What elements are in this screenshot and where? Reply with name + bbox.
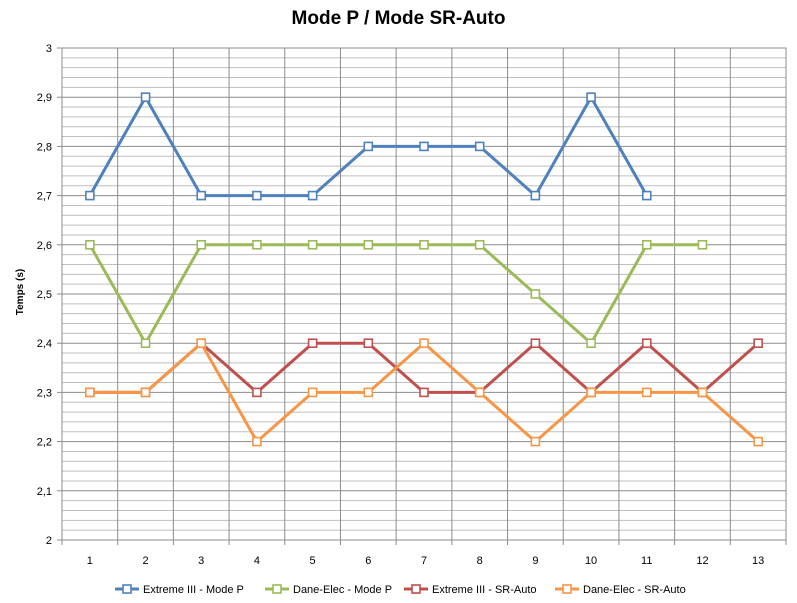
- y-tick-label: 2,6: [37, 240, 52, 252]
- data-point-marker: [419, 387, 429, 398]
- data-point-marker: [307, 190, 318, 201]
- data-point-marker: [196, 338, 207, 349]
- data-point-marker: [697, 240, 708, 250]
- data-point-marker: [530, 436, 541, 447]
- x-tick-label: 5: [310, 555, 316, 567]
- x-tick-label: 2: [142, 555, 148, 567]
- y-tick-label: 2,1: [37, 486, 52, 498]
- y-tick-label: 2,5: [37, 289, 52, 301]
- legend-marker: [562, 584, 572, 594]
- data-point-marker: [85, 240, 95, 250]
- data-point-marker: [140, 92, 151, 102]
- data-point-marker: [363, 240, 374, 250]
- x-tick-label: 12: [696, 555, 708, 567]
- chart-title: Mode P / Mode SR-Auto: [291, 8, 506, 29]
- data-point-marker: [307, 240, 318, 250]
- y-tick-labels: 2 2,1 2,2 2,3 2,4 2,5 2,6 2,7 2,8 2,9 3: [37, 43, 52, 547]
- legend-label: Extreme III - SR-Auto: [432, 584, 537, 596]
- data-point-marker: [586, 338, 596, 349]
- series-line: [88, 243, 704, 345]
- x-tick-label: 10: [585, 555, 597, 567]
- data-point-marker: [363, 141, 374, 152]
- series-2: [85, 240, 708, 349]
- data-point-marker: [252, 190, 262, 201]
- data-point-marker: [252, 387, 262, 398]
- data-point-marker: [530, 289, 541, 299]
- data-point-marker: [530, 338, 541, 349]
- data-point-marker: [196, 190, 207, 201]
- data-point-marker: [85, 387, 95, 398]
- series-line: [88, 341, 760, 394]
- legend-item: Dane-Elec - SR-Auto: [555, 584, 686, 596]
- data-point-marker: [196, 240, 207, 250]
- y-tick-label: 3: [46, 43, 52, 55]
- legend-item: Dane-Elec - Mode P: [265, 584, 392, 596]
- legend-marker: [272, 584, 282, 594]
- data-point-marker: [363, 338, 374, 349]
- legend-label: Dane-Elec - SR-Auto: [583, 584, 686, 596]
- data-point-marker: [307, 387, 318, 398]
- data-point-marker: [641, 338, 652, 349]
- x-tick-label: 1: [87, 555, 93, 567]
- y-tick-label: 2,4: [37, 338, 52, 350]
- data-point-marker: [419, 338, 429, 349]
- data-point-marker: [530, 190, 541, 201]
- y-tick-label: 2,2: [37, 437, 52, 449]
- legend: Extreme III - Mode P Dane-Elec - Mode P Ex…: [115, 584, 686, 596]
- x-tick-label: 4: [254, 555, 260, 567]
- x-tick-label: 13: [752, 555, 764, 567]
- data-point-marker: [419, 141, 429, 152]
- legend-item: Extreme III - Mode P: [115, 584, 244, 596]
- data-point-marker: [641, 240, 652, 250]
- x-tick-label: 11: [641, 555, 652, 567]
- data-point-marker: [753, 338, 763, 349]
- data-point-marker: [641, 190, 652, 201]
- axes: [57, 47, 787, 545]
- data-point-marker: [474, 240, 485, 250]
- legend-label: Dane-Elec - Mode P: [293, 584, 392, 596]
- data-point-marker: [419, 240, 429, 250]
- y-axis-label: Temps (s): [15, 269, 26, 316]
- x-tick-label: 3: [198, 555, 204, 567]
- data-point-marker: [307, 338, 318, 349]
- data-point-marker: [363, 387, 374, 398]
- data-point-marker: [697, 387, 708, 398]
- x-tick-label: 8: [477, 555, 483, 567]
- data-point-marker: [474, 387, 485, 398]
- data-point-marker: [641, 387, 652, 398]
- y-tick-label: 2,9: [37, 92, 52, 104]
- data-point-marker: [140, 387, 151, 398]
- series-layer: [85, 92, 763, 447]
- y-tick-label: 2,7: [37, 191, 52, 203]
- data-point-marker: [474, 141, 485, 152]
- y-tick-label: 2,8: [37, 141, 52, 153]
- y-tick-label: 2,3: [37, 387, 52, 399]
- data-point-marker: [586, 92, 596, 102]
- data-point-marker: [140, 338, 151, 349]
- x-tick-label: 9: [532, 555, 538, 567]
- grid: [62, 48, 786, 540]
- x-tick-label: 7: [421, 555, 427, 567]
- data-point-marker: [252, 240, 262, 250]
- legend-marker: [122, 584, 132, 594]
- series-4: [85, 338, 763, 447]
- series-1: [85, 92, 652, 201]
- data-point-marker: [252, 436, 262, 447]
- data-point-marker: [85, 190, 95, 201]
- data-point-marker: [586, 387, 596, 398]
- legend-label: Extreme III - Mode P: [143, 584, 244, 596]
- y-tick-label: 2: [46, 535, 52, 547]
- data-point-marker: [753, 436, 763, 447]
- x-tick-labels: 1 2 3 4 5 6 7 8 9 10 11 12 13: [87, 555, 764, 567]
- x-tick-label: 6: [365, 555, 371, 567]
- legend-marker: [411, 584, 421, 594]
- legend-item: Extreme III - SR-Auto: [404, 584, 537, 596]
